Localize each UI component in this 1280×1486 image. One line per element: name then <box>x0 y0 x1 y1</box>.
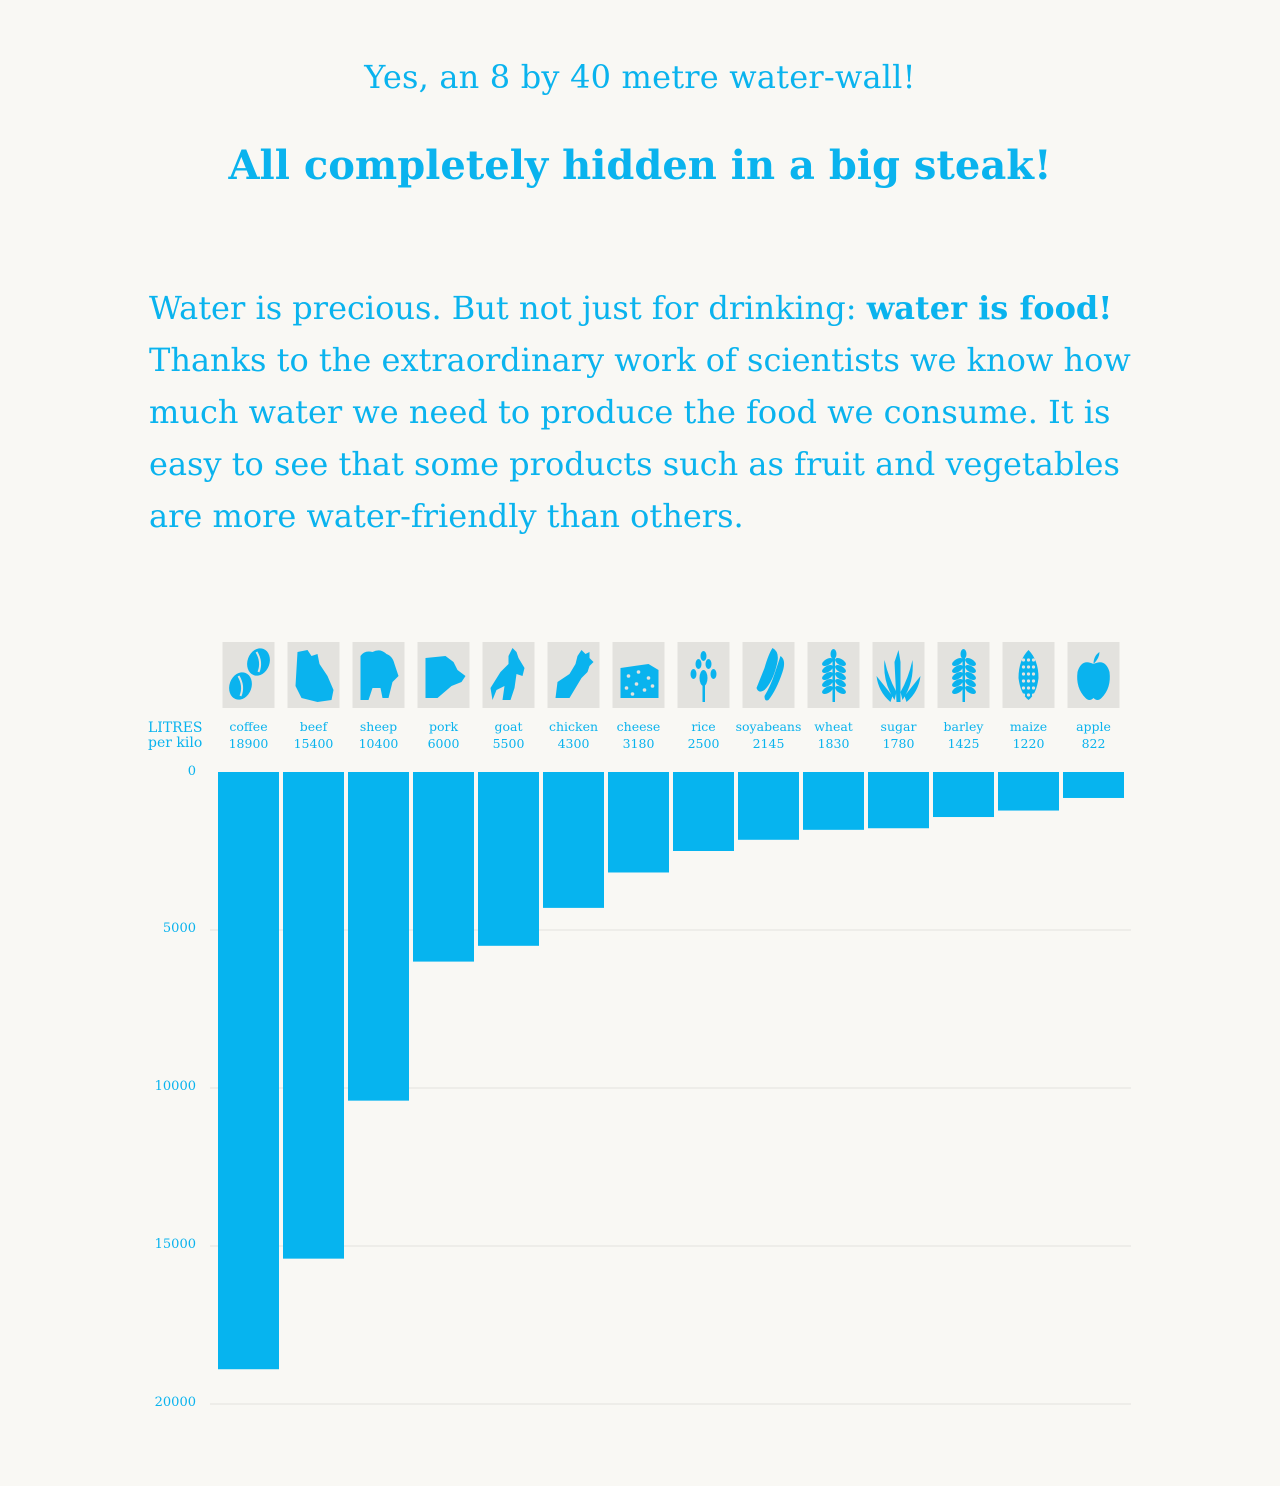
cheese-icon-tile <box>612 642 665 708</box>
category-label: beef <box>300 719 329 734</box>
value-label: 15400 <box>294 736 334 751</box>
maize-icon <box>1018 650 1039 700</box>
category-label: sugar <box>881 719 917 734</box>
goat-icon <box>490 648 525 700</box>
intro-emphasis: water is food! <box>866 289 1113 327</box>
value-label: 18900 <box>229 736 269 751</box>
pork-icon-tile <box>417 642 470 708</box>
bar-sugar <box>868 772 929 829</box>
category-label: wheat <box>814 719 853 734</box>
y-axis-title-line1: LITRES <box>148 720 203 736</box>
y-tick-label: 20000 <box>155 1395 196 1410</box>
apple-icon <box>1077 652 1110 700</box>
value-label: 2500 <box>688 736 720 751</box>
category-label: maize <box>1010 719 1047 734</box>
value-label: 6000 <box>428 736 460 751</box>
apple-icon-tile <box>1067 642 1120 708</box>
soyabeans-icon <box>756 648 785 701</box>
bar-sheep <box>348 772 409 1101</box>
bar-pork <box>413 772 474 962</box>
intro-body: Thanks to the extraordinary work of scie… <box>149 341 1131 535</box>
value-label: 1220 <box>1013 736 1045 751</box>
category-label: barley <box>944 719 985 734</box>
barley-icon <box>952 649 976 702</box>
intro-paragraph: Water is precious. But not just for drin… <box>149 282 1139 542</box>
beef-icon <box>295 650 334 702</box>
subtitle: Yes, an 8 by 40 metre water-wall! <box>364 58 916 96</box>
bar-cheese <box>608 772 669 873</box>
category-label: coffee <box>229 719 267 734</box>
bar-barley <box>933 772 994 818</box>
category-label: pork <box>429 719 459 734</box>
value-label: 1780 <box>883 736 915 751</box>
bar-beef <box>283 772 344 1259</box>
bar-soyabeans <box>738 772 799 840</box>
bar-apple <box>1063 772 1124 798</box>
bar-chicken <box>543 772 604 908</box>
value-label: 2145 <box>753 736 785 751</box>
value-label: 1830 <box>818 736 850 751</box>
bar-layer <box>218 772 1124 1370</box>
cheese-icon <box>620 664 659 698</box>
coffee-icon-tile <box>222 642 275 708</box>
intro-lead: Water is precious. But not just for drin… <box>149 289 867 327</box>
maize-icon-tile <box>1002 642 1055 708</box>
y-tick-label: 10000 <box>155 1079 196 1094</box>
y-tick-label: 15000 <box>155 1237 196 1252</box>
category-label: rice <box>691 719 715 734</box>
y-axis-title-line2: per kilo <box>148 735 202 751</box>
coffee-beans-icon <box>229 648 270 700</box>
bar-wheat <box>803 772 864 830</box>
wheat-icon-tile <box>807 642 860 708</box>
category-label: soyabeans <box>736 719 802 734</box>
barley-icon-tile <box>937 642 990 708</box>
wheat-icon <box>822 649 846 702</box>
category-label: sheep <box>360 719 397 734</box>
y-tick-label: 0 <box>188 764 196 779</box>
water-footprint-chart: 0 5000 10000 15000 20000 coffee 18900 beef 15400… <box>148 642 1131 1410</box>
sugar-icon-tile <box>872 642 925 708</box>
value-label: 4300 <box>558 736 590 751</box>
bar-goat <box>478 772 539 946</box>
bar-rice <box>673 772 734 851</box>
y-tick-label: 5000 <box>163 921 196 936</box>
icon-tile-layer <box>222 642 1120 708</box>
sheep-icon-tile <box>352 642 405 708</box>
goat-icon-tile <box>482 642 535 708</box>
headline: All completely hidden in a big steak! <box>228 142 1052 189</box>
pork-icon <box>425 656 466 698</box>
category-label: cheese <box>617 719 661 734</box>
sugar-cane-icon <box>876 650 921 702</box>
value-label: 10400 <box>359 736 399 751</box>
sheep-icon <box>360 650 399 700</box>
value-label: 5500 <box>493 736 525 751</box>
label-layer: 0 5000 10000 15000 20000 coffee 18900 beef 15400… <box>155 719 1111 1410</box>
beef-icon-tile <box>287 642 340 708</box>
rice-icon-tile <box>677 642 730 708</box>
bar-maize <box>998 772 1059 811</box>
chicken-icon-tile <box>547 642 600 708</box>
category-label: goat <box>494 719 522 734</box>
rice-icon <box>690 651 717 702</box>
category-label: apple <box>1076 719 1111 734</box>
bar-coffee <box>218 772 279 1370</box>
soyabeans-icon-tile <box>742 642 795 708</box>
value-label: 822 <box>1082 736 1106 751</box>
value-label: 3180 <box>623 736 655 751</box>
category-label: chicken <box>549 719 598 734</box>
value-label: 1425 <box>948 736 980 751</box>
chicken-icon <box>555 650 594 698</box>
